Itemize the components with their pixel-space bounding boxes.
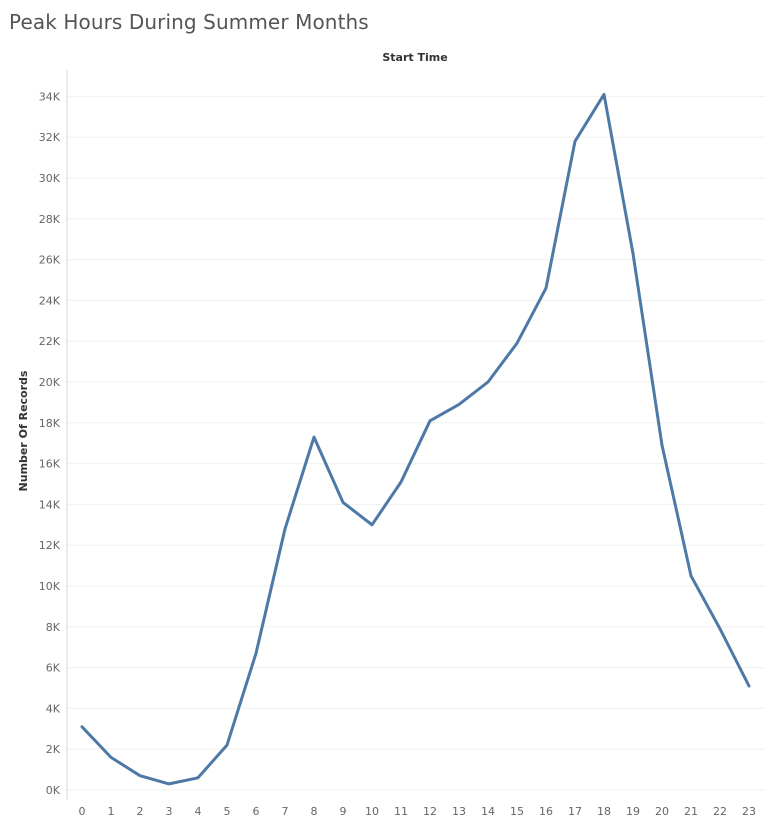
gridlines — [67, 95, 765, 791]
x-tick-label: 15 — [510, 805, 524, 818]
data-point[interactable] — [454, 399, 464, 409]
data-point[interactable] — [77, 722, 87, 732]
x-tick-label: 18 — [597, 805, 611, 818]
y-tick-label: 24K — [39, 294, 61, 307]
x-tick-label: 4 — [195, 805, 202, 818]
data-point[interactable] — [193, 773, 203, 783]
x-tick-label: 12 — [423, 805, 437, 818]
data-point[interactable] — [367, 520, 377, 530]
x-tick-label: 22 — [713, 805, 727, 818]
x-tick-label: 10 — [365, 805, 379, 818]
data-point[interactable] — [686, 571, 696, 581]
x-tick-label: 0 — [79, 805, 86, 818]
x-tick-label: 11 — [394, 805, 408, 818]
data-point[interactable] — [512, 338, 522, 348]
y-tick-label: 34K — [39, 90, 61, 103]
data-point[interactable] — [628, 249, 638, 259]
y-tick-label: 28K — [39, 213, 61, 226]
y-tick-label: 20K — [39, 376, 61, 389]
x-tick-label: 9 — [340, 805, 347, 818]
x-tick-label: 13 — [452, 805, 466, 818]
data-point[interactable] — [309, 432, 319, 442]
x-tick-label: 7 — [282, 805, 289, 818]
data-point[interactable] — [222, 740, 232, 750]
y-tick-label: 8K — [46, 621, 61, 634]
y-tick-label: 16K — [39, 458, 61, 471]
x-tick-label: 3 — [166, 805, 173, 818]
x-tick-label: 17 — [568, 805, 582, 818]
x-tick-label: 16 — [539, 805, 553, 818]
y-tick-label: 18K — [39, 417, 61, 430]
x-tick-label: 1 — [108, 805, 115, 818]
x-tick-label: 8 — [311, 805, 318, 818]
y-tick-label: 0K — [46, 784, 61, 797]
y-tick-label: 30K — [39, 172, 61, 185]
x-tick-label: 19 — [626, 805, 640, 818]
data-point[interactable] — [164, 779, 174, 789]
y-tick-label: 14K — [39, 498, 61, 511]
series-line — [80, 92, 751, 786]
y-tick-label: 22K — [39, 335, 61, 348]
data-point[interactable] — [541, 283, 551, 293]
data-point[interactable] — [744, 681, 754, 691]
x-tick-label: 21 — [684, 805, 698, 818]
x-tick-label: 23 — [742, 805, 756, 818]
y-tick-label: 6K — [46, 662, 61, 675]
x-tick-label: 20 — [655, 805, 669, 818]
data-point[interactable] — [570, 136, 580, 146]
data-point[interactable] — [280, 524, 290, 534]
data-point[interactable] — [483, 377, 493, 387]
data-point[interactable] — [106, 752, 116, 762]
x-tick-label: 6 — [253, 805, 260, 818]
y-tick-label: 10K — [39, 580, 61, 593]
y-tick-label: 4K — [46, 702, 61, 715]
chart-title: Peak Hours During Summer Months — [9, 10, 369, 34]
x-ticks: 0 1 2 3 4 5 6 7 8 9 10 11 12 13 14 15 16 17 18 19 20 21 22 23 — [79, 805, 757, 818]
column-header: Start Time — [382, 51, 447, 64]
y-tick-label: 26K — [39, 254, 61, 267]
y-ticks: 0K 2K 4K 6K 8K 10K 12K 14K 16K 18K 20K 22K 24K 26K 28K… — [39, 90, 61, 797]
data-point[interactable] — [251, 648, 261, 658]
data-point[interactable] — [396, 477, 406, 487]
data-point[interactable] — [657, 440, 667, 450]
data-point[interactable] — [135, 771, 145, 781]
y-tick-label: 12K — [39, 539, 61, 552]
y-axis-label: Number Of Records — [17, 370, 30, 491]
x-tick-label: 14 — [481, 805, 495, 818]
x-tick-label: 2 — [137, 805, 144, 818]
y-tick-label: 2K — [46, 743, 61, 756]
x-tick-label: 5 — [224, 805, 231, 818]
y-tick-label: 32K — [39, 131, 61, 144]
data-points — [77, 89, 754, 789]
data-point[interactable] — [599, 89, 609, 99]
data-point[interactable] — [338, 497, 348, 507]
data-point[interactable] — [715, 624, 725, 634]
data-point[interactable] — [425, 416, 435, 426]
